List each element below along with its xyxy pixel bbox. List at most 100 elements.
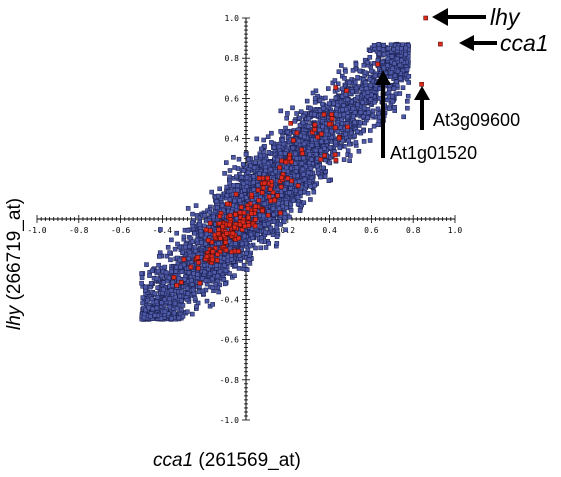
data-point: [235, 183, 241, 189]
data-point: [298, 109, 304, 114]
data-point: [274, 241, 280, 246]
data-point: [139, 275, 145, 280]
data-point: [287, 214, 292, 220]
data-point: [271, 145, 277, 150]
data-point: [261, 137, 267, 143]
data-point: [210, 302, 215, 307]
data-point: [376, 45, 382, 51]
data-point: [405, 105, 410, 111]
data-point: [156, 262, 161, 268]
data-point: [236, 253, 242, 258]
data-point: [380, 47, 386, 52]
data-point: [298, 189, 303, 195]
data-point: [244, 251, 249, 256]
data-point: [300, 172, 306, 177]
x-tick-label: 0.8: [406, 226, 421, 235]
data-point: [365, 115, 370, 120]
data-point: [353, 140, 359, 145]
data-point: [140, 300, 145, 306]
data-point: [261, 158, 267, 164]
data-point: [265, 134, 271, 139]
data-point: [335, 129, 341, 134]
data-point: [288, 208, 294, 213]
data-point: [210, 276, 215, 282]
data-point: [338, 63, 344, 68]
data-point: [387, 106, 392, 111]
y-tick-label: -0.4: [220, 295, 239, 304]
data-point: [251, 165, 257, 170]
data-point: [241, 168, 247, 173]
y-tick-label: 1.0: [225, 14, 240, 23]
data-point: [263, 164, 268, 170]
data-point: [139, 271, 144, 276]
data-point: [333, 111, 339, 117]
data-point: [372, 100, 377, 105]
data-point: [236, 156, 242, 162]
data-point: [400, 68, 406, 74]
data-point: [311, 189, 317, 195]
data-point: [204, 231, 210, 237]
data-point: [268, 225, 274, 231]
data-point: [313, 152, 319, 157]
data-point: [392, 61, 397, 66]
data-point: [245, 170, 251, 175]
data-point: [385, 56, 391, 62]
data-point: [361, 62, 367, 68]
data-point: [212, 270, 217, 275]
data-point: [203, 287, 209, 293]
data-point: [244, 184, 249, 189]
data-point: [252, 160, 258, 165]
data-point: [320, 101, 325, 107]
data-point: [177, 293, 183, 299]
data-point: [168, 257, 173, 263]
data-point: [223, 281, 228, 287]
x-tick-label: 0.4: [322, 226, 337, 235]
data-point: [342, 76, 347, 81]
data-point: [269, 130, 274, 136]
data-point: [347, 153, 353, 158]
data-point: [312, 100, 318, 105]
data-point: [341, 112, 347, 117]
data-point: [193, 203, 199, 208]
data-point: [296, 179, 302, 184]
data-point: [193, 248, 198, 254]
data-point: [358, 110, 364, 115]
data-point: [282, 215, 288, 221]
data-point: [258, 245, 264, 251]
data-point: [167, 304, 172, 310]
data-point: [381, 42, 386, 48]
data-point: [371, 123, 377, 129]
data-point: [190, 311, 195, 317]
data-point: [343, 106, 349, 112]
data-point: [169, 316, 174, 321]
data-point: [234, 174, 239, 179]
data-point: [235, 187, 240, 193]
y-tick-label: 0.4: [225, 135, 240, 144]
data-point: [312, 183, 317, 188]
data-point: [222, 263, 227, 268]
data-point: [192, 296, 198, 302]
data-point: [308, 165, 314, 171]
data-point: [282, 151, 288, 156]
data-point: [367, 54, 373, 60]
data-point: [317, 98, 323, 103]
data-point: [251, 187, 256, 192]
data-point: [139, 280, 144, 286]
data-points: [139, 15, 443, 322]
data-point: [246, 257, 252, 263]
data-point: [196, 289, 202, 295]
data-point: [350, 68, 356, 73]
data-point: [207, 210, 212, 215]
data-point: [394, 79, 399, 85]
data-point: [397, 91, 403, 96]
data-point: [232, 165, 237, 170]
data-point: [202, 213, 207, 218]
y-tick-label: 0.8: [225, 54, 240, 63]
data-point: [300, 120, 306, 126]
data-point: [167, 250, 172, 255]
data-point: [172, 246, 178, 252]
data-point: [231, 155, 236, 160]
data-point: [333, 95, 339, 101]
data-point: [400, 85, 406, 90]
